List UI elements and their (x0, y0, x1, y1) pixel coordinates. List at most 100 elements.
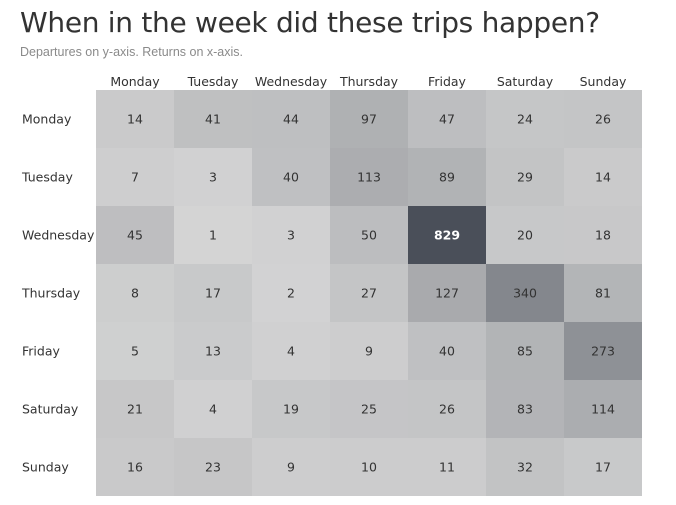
y-tick-label: Tuesday (21, 170, 73, 185)
heatmap-cell (96, 322, 174, 380)
heatmap-cell (564, 380, 642, 438)
heatmap-cell (96, 148, 174, 206)
cell-value-label: 40 (283, 170, 299, 185)
y-tick-label: Sunday (22, 460, 69, 475)
heatmap-cell (330, 206, 408, 264)
cell-value-label: 50 (361, 228, 377, 243)
x-tick-label: Thursday (339, 74, 399, 89)
heatmap-cell (252, 148, 330, 206)
heatmap-cell (486, 206, 564, 264)
heatmap-cell (330, 90, 408, 148)
heatmap-cell (486, 438, 564, 496)
heatmap-cell (330, 264, 408, 322)
heatmap-cell (96, 380, 174, 438)
heatmap-cell (330, 380, 408, 438)
x-tick-label: Wednesday (255, 74, 328, 89)
heatmap-cell (174, 380, 252, 438)
heatmap-cell (486, 148, 564, 206)
cell-value-label: 32 (517, 460, 533, 475)
heatmap-cell (252, 380, 330, 438)
cell-value-label: 41 (205, 112, 221, 127)
cell-value-label: 273 (591, 344, 615, 359)
cell-value-label: 9 (287, 460, 295, 475)
cell-value-label: 1 (209, 228, 217, 243)
heatmap-cell (486, 380, 564, 438)
heatmap-cell (96, 90, 174, 148)
cell-value-label: 47 (439, 112, 455, 127)
heatmap-cell (252, 264, 330, 322)
heatmap-cell (96, 438, 174, 496)
cell-value-label: 13 (205, 344, 221, 359)
cell-value-label: 14 (595, 170, 611, 185)
cell-value-label: 3 (287, 228, 295, 243)
cell-value-label: 113 (357, 170, 381, 185)
cell-value-label: 20 (517, 228, 533, 243)
cell-value-label: 23 (205, 460, 221, 475)
x-tick-label: Saturday (497, 74, 554, 89)
heatmap-cell (96, 206, 174, 264)
cell-value-label: 29 (517, 170, 533, 185)
cell-value-label: 340 (513, 286, 537, 301)
cell-value-label: 14 (127, 112, 143, 127)
y-tick-label: Wednesday (22, 228, 95, 243)
heatmap-cell (96, 264, 174, 322)
cell-value-label: 21 (127, 402, 143, 417)
heatmap-cell (564, 206, 642, 264)
heatmap-cell (408, 90, 486, 148)
cell-value-label: 27 (361, 286, 377, 301)
cell-value-label: 24 (517, 112, 533, 127)
heatmap-cell (564, 438, 642, 496)
cell-value-label: 127 (435, 286, 459, 301)
heatmap-cell (174, 322, 252, 380)
cell-value-label: 829 (434, 228, 460, 243)
cell-value-label: 10 (361, 460, 377, 475)
cell-value-label: 85 (517, 344, 533, 359)
cell-value-label: 19 (283, 402, 299, 417)
heatmap-cell (486, 90, 564, 148)
heatmap-cell (174, 438, 252, 496)
y-tick-label: Monday (22, 112, 72, 127)
cell-value-label: 4 (209, 402, 217, 417)
heatmap-cell (408, 264, 486, 322)
heatmap-cell (408, 322, 486, 380)
cell-value-label: 40 (439, 344, 455, 359)
cell-value-label: 8 (131, 286, 139, 301)
x-tick-label: Monday (110, 74, 160, 89)
heatmap-cell (174, 148, 252, 206)
heatmap-cell (174, 264, 252, 322)
chart-title: When in the week did these trips happen? (20, 6, 600, 39)
y-tick-label: Thursday (21, 286, 81, 301)
heatmap-cell (252, 438, 330, 496)
y-tick-label: Saturday (22, 402, 79, 417)
cell-value-label: 26 (595, 112, 611, 127)
heatmap-cell (174, 90, 252, 148)
heatmap-cell (408, 148, 486, 206)
cell-value-label: 26 (439, 402, 455, 417)
heatmap-cell (252, 206, 330, 264)
heatmap-cell (408, 206, 486, 264)
heatmap-cell (564, 90, 642, 148)
cell-value-label: 4 (287, 344, 295, 359)
cell-value-label: 11 (439, 460, 455, 475)
heatmap-cell (486, 322, 564, 380)
cell-value-label: 81 (595, 286, 611, 301)
cell-value-label: 9 (365, 344, 373, 359)
cell-value-label: 44 (283, 112, 299, 127)
heatmap-cell (564, 322, 642, 380)
cell-value-label: 114 (591, 402, 615, 417)
x-tick-label: Tuesday (187, 74, 239, 89)
heatmap-cell (330, 322, 408, 380)
heatmap-cell (408, 438, 486, 496)
chart-subtitle: Departures on y-axis. Returns on x-axis. (20, 45, 244, 59)
heatmap-cell (486, 264, 564, 322)
heatmap-cell (408, 380, 486, 438)
heatmap-cell (330, 438, 408, 496)
heatmap-cell (564, 148, 642, 206)
heatmap-cell (564, 264, 642, 322)
cell-value-label: 3 (209, 170, 217, 185)
cell-value-label: 45 (127, 228, 143, 243)
cell-value-label: 16 (127, 460, 143, 475)
cell-value-label: 2 (287, 286, 295, 301)
heatmap-cell (330, 148, 408, 206)
cell-value-label: 89 (439, 170, 455, 185)
